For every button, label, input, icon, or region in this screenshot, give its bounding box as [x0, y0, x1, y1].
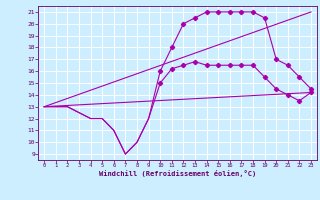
- X-axis label: Windchill (Refroidissement éolien,°C): Windchill (Refroidissement éolien,°C): [99, 170, 256, 177]
